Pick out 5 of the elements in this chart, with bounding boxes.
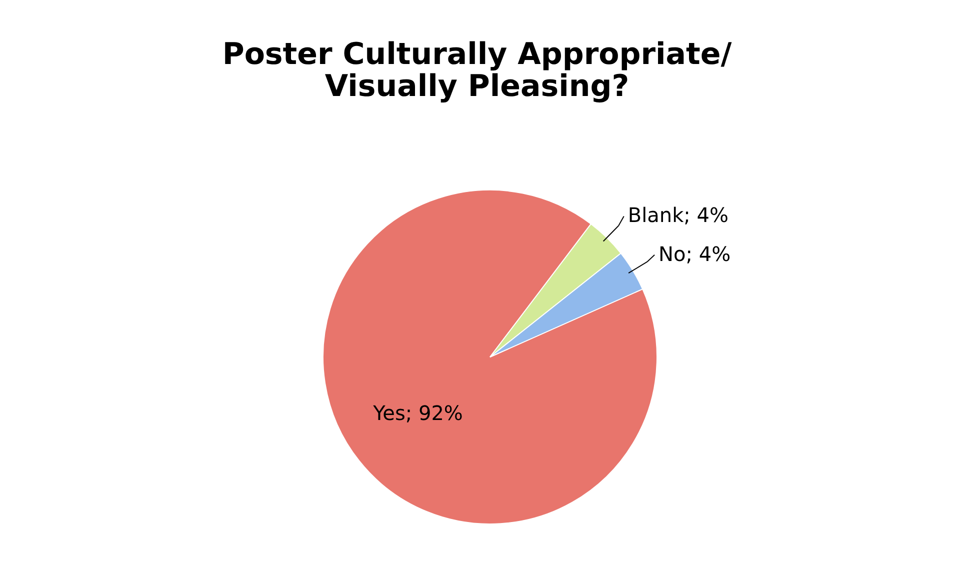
text: Poster Culturally Appropriate/ [222,37,732,72]
slice-label: Yes; 92% [372,401,463,426]
text: Visually Pleasing? [324,69,630,104]
slice-label: Blank; 4% [628,203,728,228]
slice-label: No; 4% [658,242,731,266]
